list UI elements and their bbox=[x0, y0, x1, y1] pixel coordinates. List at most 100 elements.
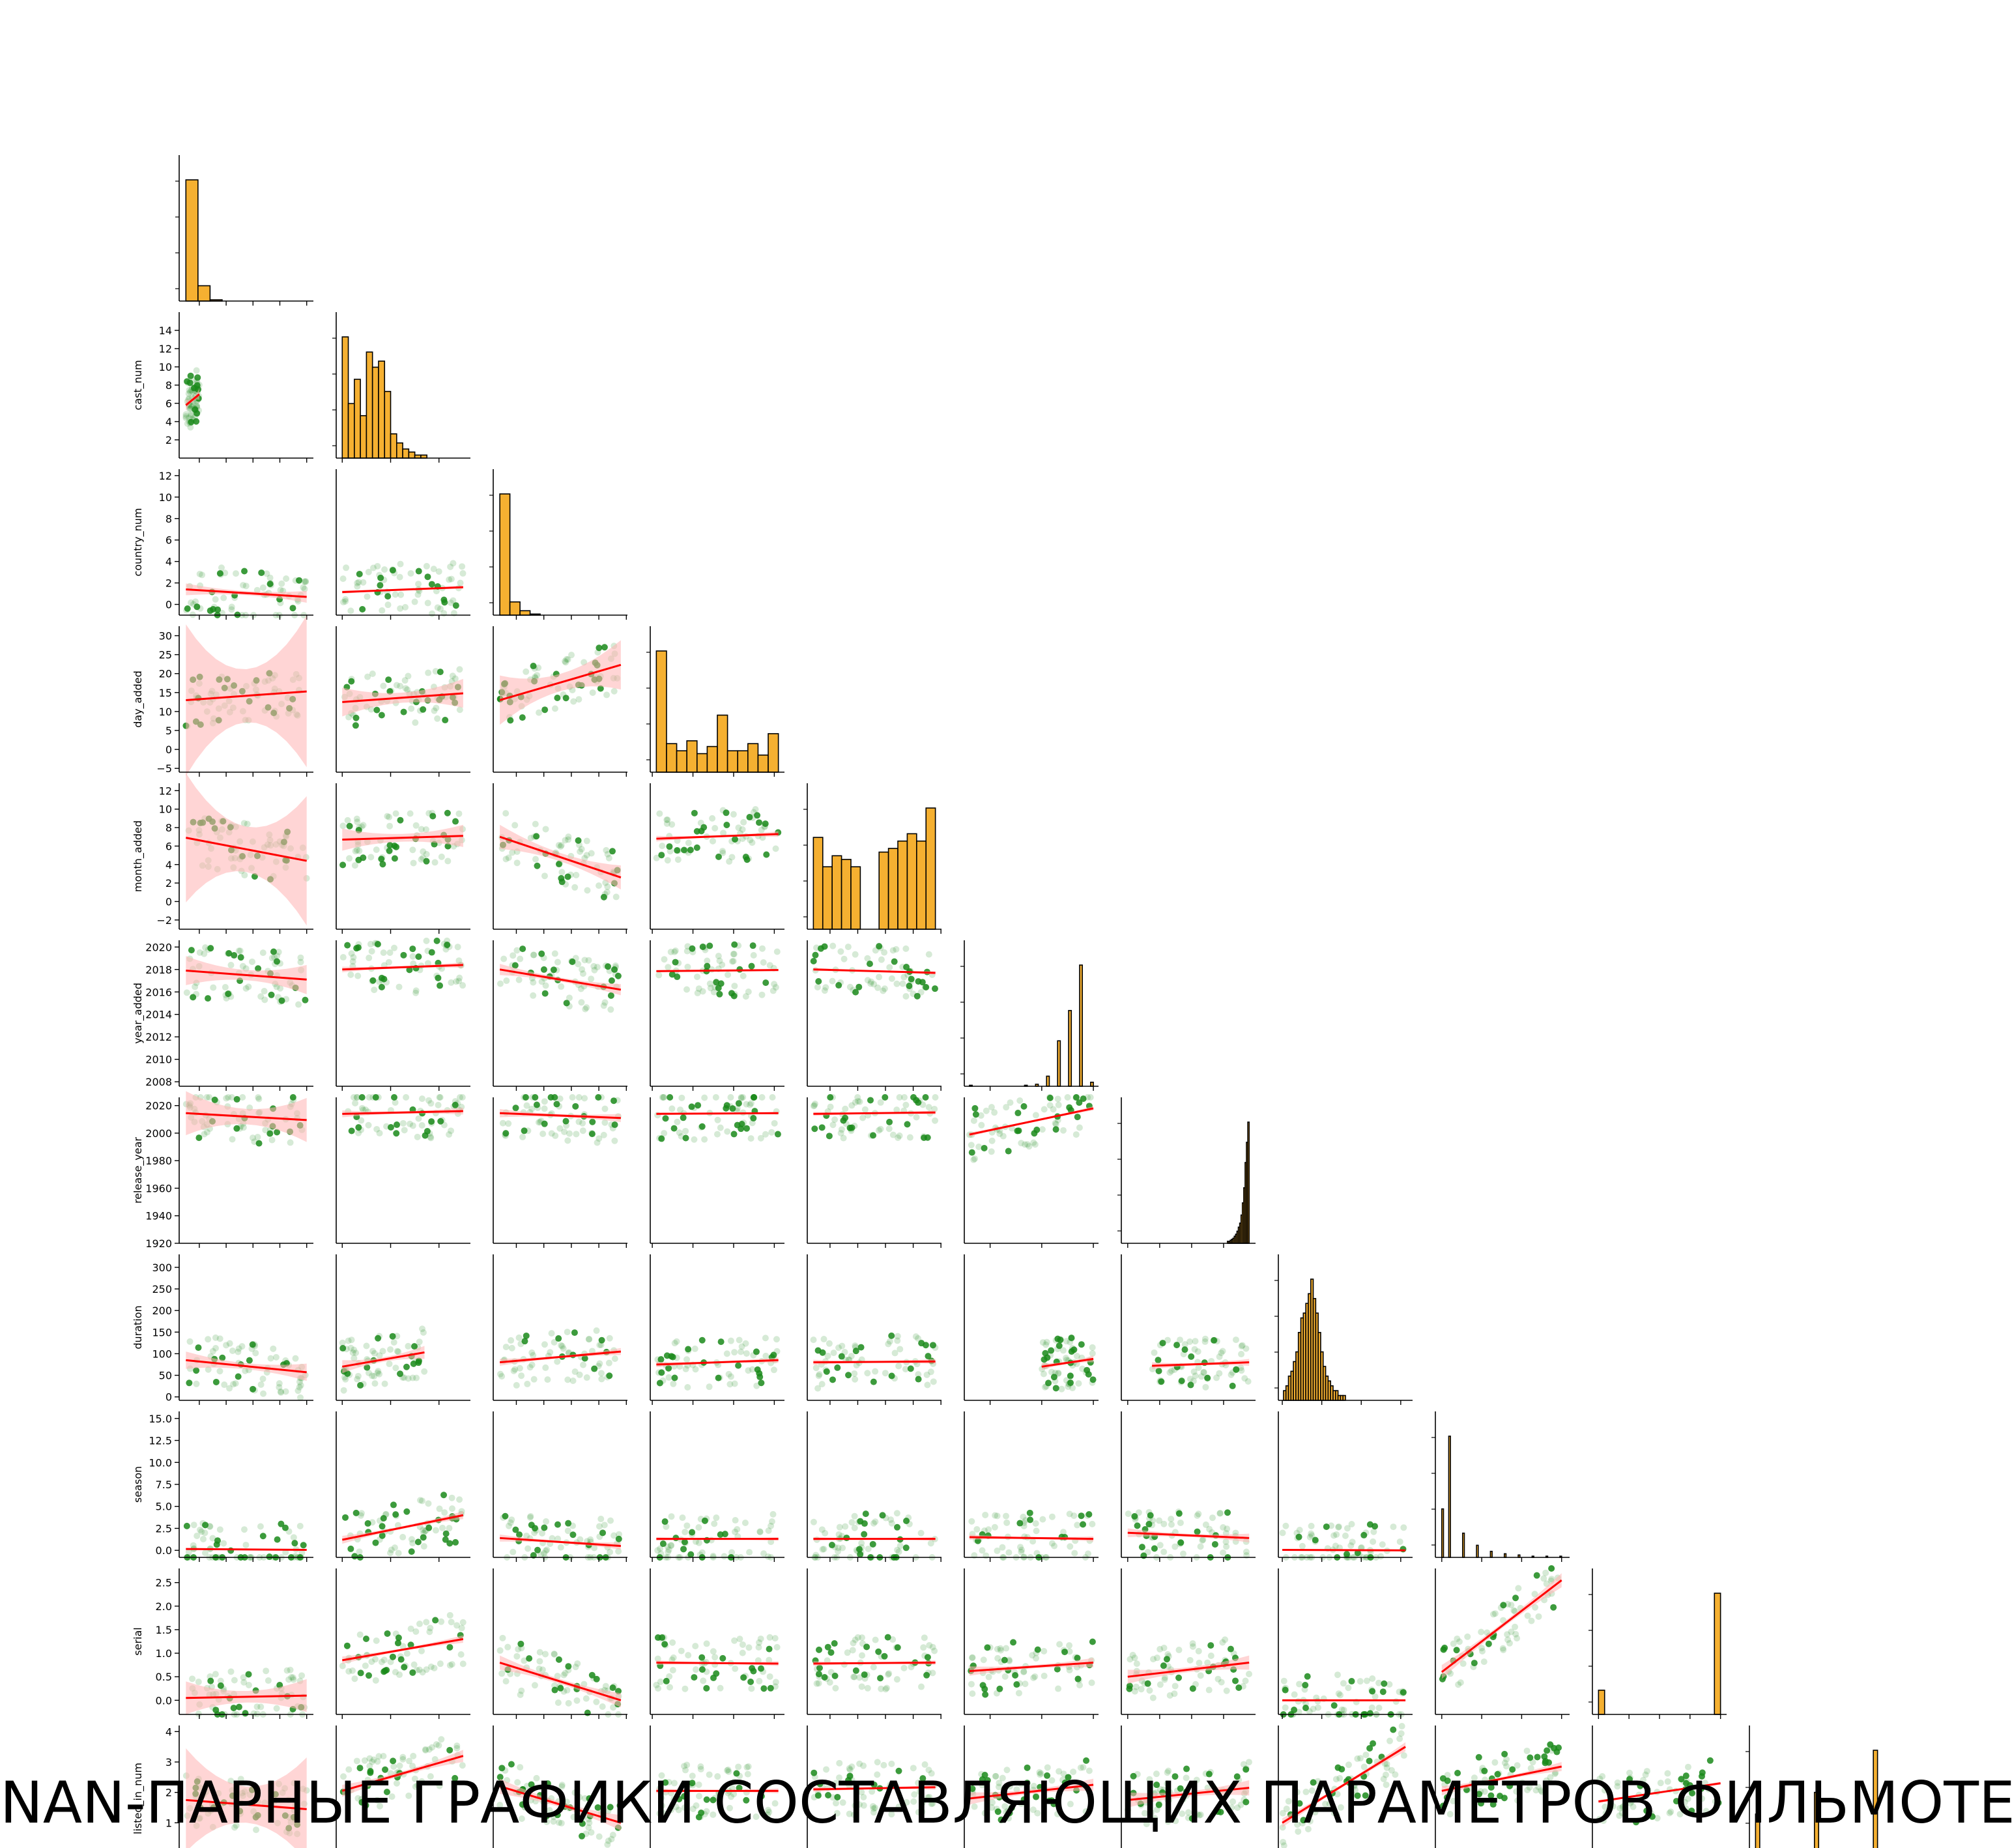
scatter-point bbox=[742, 1340, 749, 1347]
scatter-point bbox=[1080, 1521, 1087, 1528]
scatter-point bbox=[861, 1106, 869, 1113]
scatter-point bbox=[994, 1547, 1001, 1554]
scatter-point bbox=[222, 984, 229, 991]
scatter-point bbox=[1168, 1521, 1175, 1528]
scatter-point bbox=[719, 961, 726, 968]
scatter-point bbox=[543, 1518, 550, 1525]
hist-bar bbox=[812, 837, 824, 930]
hist-bar bbox=[1079, 964, 1083, 1087]
scatter-point bbox=[676, 1129, 683, 1136]
scatter-point bbox=[1480, 1658, 1487, 1666]
scatter-points bbox=[183, 1520, 307, 1561]
scatter-point bbox=[1348, 1520, 1355, 1527]
panel-day_added-vs-cast_num bbox=[336, 626, 470, 777]
regression-line bbox=[186, 1359, 307, 1374]
scatter-point bbox=[190, 405, 197, 412]
scatter-point bbox=[357, 1381, 364, 1389]
scatter-point bbox=[600, 1131, 607, 1138]
scatter-point bbox=[1216, 1353, 1223, 1361]
scatter-point bbox=[671, 1340, 678, 1347]
scatter-point bbox=[381, 1668, 388, 1675]
scatter-point bbox=[252, 1342, 259, 1350]
scatter-point bbox=[731, 836, 738, 843]
scatter-point bbox=[405, 1375, 412, 1382]
scatter-point bbox=[355, 579, 362, 586]
scatter-point bbox=[1076, 1682, 1084, 1689]
scatter-point bbox=[227, 962, 235, 969]
scatter-point bbox=[872, 1636, 879, 1643]
scatter-point bbox=[925, 1353, 932, 1360]
scatter-point bbox=[503, 977, 510, 985]
scatter-point bbox=[354, 1376, 361, 1383]
scatter-point bbox=[367, 854, 375, 861]
scatter-point bbox=[1357, 1678, 1364, 1685]
scatter-point bbox=[410, 859, 417, 867]
scatter-point bbox=[459, 1619, 467, 1626]
scatter-point bbox=[904, 1121, 911, 1128]
scatter-point bbox=[1046, 1102, 1054, 1109]
scatter-point bbox=[864, 977, 871, 984]
scatter-point bbox=[1542, 1569, 1549, 1576]
scatter-point bbox=[365, 1121, 372, 1129]
scatter-point bbox=[285, 1676, 293, 1683]
scatter-point bbox=[701, 1517, 708, 1524]
scatter-point bbox=[1222, 1538, 1229, 1546]
scatter-point bbox=[369, 1519, 376, 1526]
scatter-point bbox=[339, 954, 347, 961]
scatter-point bbox=[680, 846, 687, 854]
panel-season-vs-country_num bbox=[493, 1411, 627, 1562]
scatter-point bbox=[507, 717, 514, 724]
scatter-point bbox=[452, 602, 459, 609]
scatter-point bbox=[867, 1097, 874, 1104]
scatter-point bbox=[231, 952, 238, 959]
panel-serial-vs-serial bbox=[1588, 1568, 1727, 1719]
scatter-point bbox=[689, 949, 697, 956]
y-tick-label: 14 bbox=[159, 325, 172, 337]
y-axis-label: duration bbox=[132, 1305, 144, 1349]
scatter-point bbox=[186, 386, 193, 394]
scatter-point bbox=[826, 1340, 833, 1347]
scatter-point bbox=[339, 1345, 347, 1352]
scatter-point bbox=[1084, 1366, 1091, 1374]
scatter-point bbox=[1342, 1532, 1349, 1539]
scatter-point bbox=[1071, 1512, 1078, 1520]
scatter-point bbox=[511, 962, 519, 969]
scatter-point bbox=[654, 1634, 661, 1641]
scatter-point bbox=[257, 993, 265, 1000]
scatter-point bbox=[735, 824, 742, 831]
hist-bar bbox=[878, 851, 889, 930]
scatter-point bbox=[1067, 1379, 1074, 1387]
scatter-point bbox=[290, 1534, 297, 1541]
scatter-point bbox=[431, 707, 438, 714]
scatter-point bbox=[274, 1129, 281, 1136]
scatter-point bbox=[816, 1371, 823, 1378]
scatter-point bbox=[1533, 1572, 1540, 1579]
scatter-point bbox=[716, 990, 723, 998]
scatter-point bbox=[1072, 1094, 1080, 1101]
panel-duration-vs-release_year bbox=[1121, 1254, 1256, 1405]
scatter-point bbox=[1344, 1525, 1351, 1532]
scatter-point bbox=[371, 940, 379, 947]
scatter-point bbox=[1085, 1510, 1093, 1518]
scatter-point bbox=[1173, 1342, 1181, 1349]
scatter-point bbox=[1054, 1116, 1061, 1123]
scatter-point bbox=[689, 945, 696, 952]
scatter-point bbox=[379, 861, 386, 868]
scatter-point bbox=[676, 1106, 683, 1114]
scatter-point bbox=[456, 666, 463, 673]
scatter-point bbox=[812, 951, 819, 959]
scatter-point bbox=[768, 1522, 775, 1529]
scatter-point bbox=[1218, 1350, 1225, 1357]
scatter-point bbox=[1067, 1338, 1074, 1346]
scatter-point bbox=[564, 1686, 571, 1694]
scatter-point bbox=[672, 959, 679, 966]
scatter-point bbox=[896, 1132, 903, 1139]
scatter-point bbox=[750, 951, 757, 959]
scatter-point bbox=[194, 603, 201, 611]
scatter-point bbox=[704, 962, 711, 970]
scatter-point bbox=[348, 1127, 355, 1134]
scatter-point bbox=[1310, 1705, 1317, 1712]
scatter-point bbox=[1400, 1546, 1407, 1553]
hist-bar bbox=[897, 840, 908, 930]
scatter-point bbox=[297, 959, 304, 966]
